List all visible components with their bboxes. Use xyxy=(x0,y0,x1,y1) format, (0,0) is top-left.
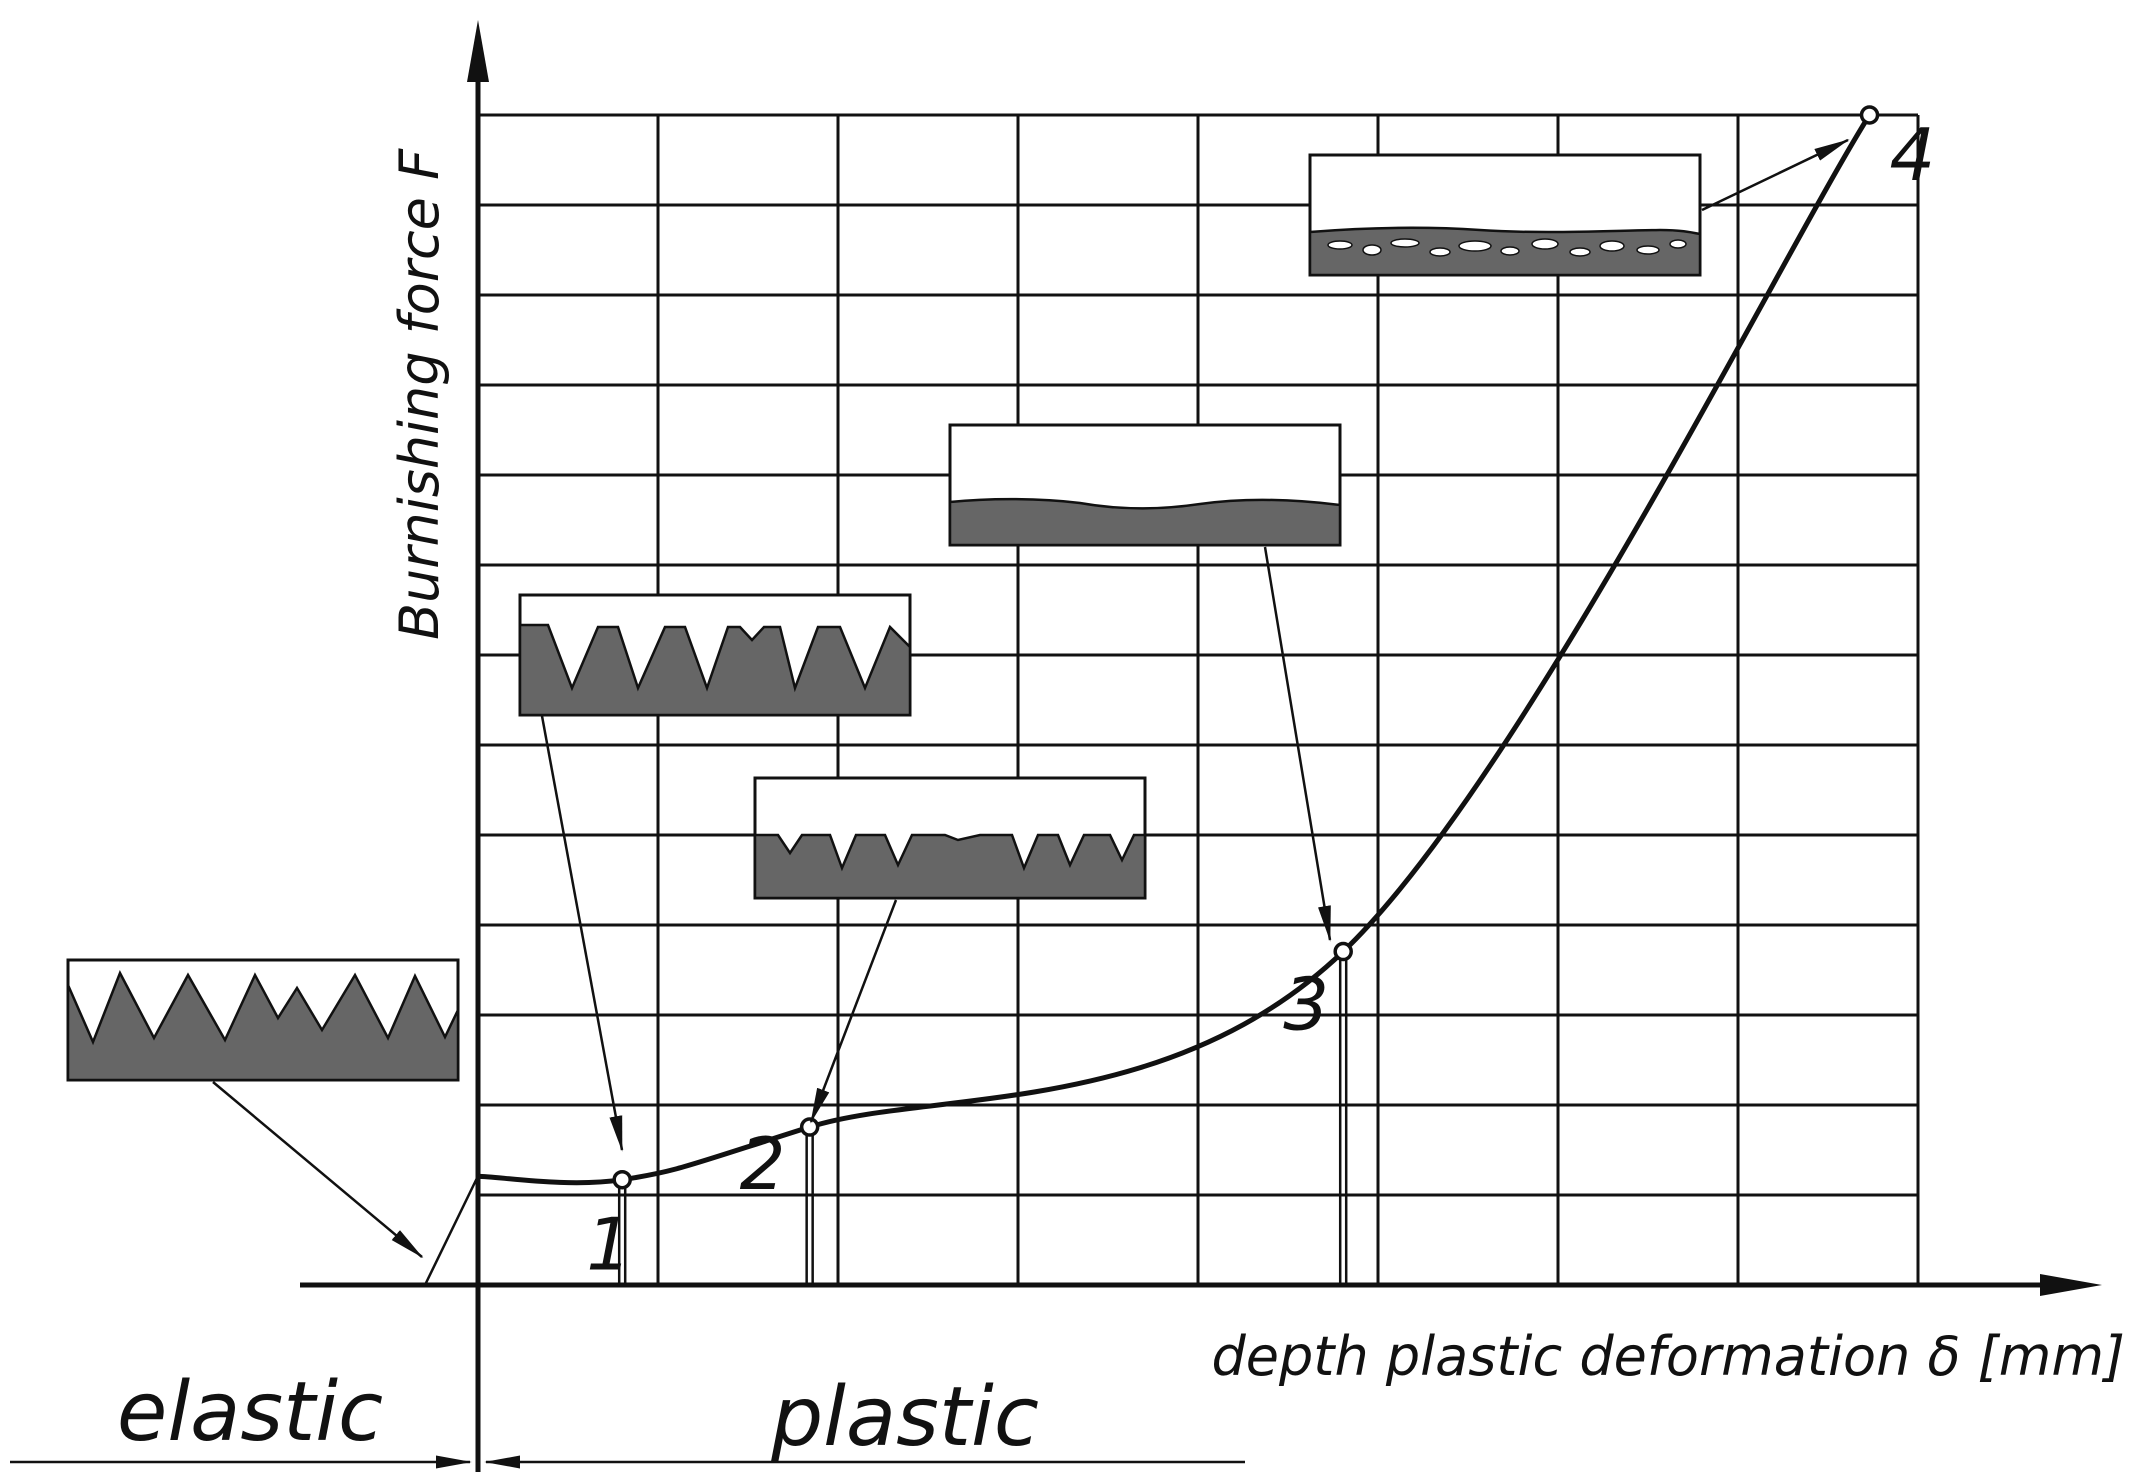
inset-initial-roughness xyxy=(66,958,460,1082)
inset-stage-4 xyxy=(1308,153,1702,277)
points: 1 2 3 4 xyxy=(586,105,1936,1287)
point-3-label: 3 xyxy=(1283,963,1329,1047)
point-3-marker xyxy=(1333,941,1353,962)
y-axis-label: Burnishing force F xyxy=(388,148,451,640)
inset-stage-1 xyxy=(518,593,912,717)
elastic-segment xyxy=(423,1175,480,1286)
x-axis-label: depth plastic deformation δ [mm] xyxy=(1212,1325,2125,1388)
inset-stage-3 xyxy=(948,423,1342,547)
insets xyxy=(66,153,1702,1082)
point-2-marker xyxy=(799,1117,820,1137)
point-1-marker xyxy=(612,1169,632,1190)
inset-leaders xyxy=(212,138,1850,1259)
point-1-label: 1 xyxy=(586,1203,632,1287)
axes xyxy=(300,20,2102,1472)
point-2-label: 2 xyxy=(740,1122,786,1206)
point-4-label: 4 xyxy=(1890,113,1936,197)
x-axis-arrow xyxy=(2040,1274,2102,1296)
point-4-marker xyxy=(1859,105,1880,125)
leader-stage-1 xyxy=(540,715,624,1152)
leader-stage-3 xyxy=(1263,546,1332,942)
leader-stage-2 xyxy=(809,899,898,1124)
inset-stage-2 xyxy=(753,776,1147,900)
point-drop-lines xyxy=(617,951,1348,1285)
regions: elastic plastic xyxy=(10,1365,1245,1469)
plastic-label: plastic xyxy=(770,1370,1039,1465)
leader-initial xyxy=(212,1081,424,1259)
y-axis-arrow xyxy=(467,20,489,82)
leader-stage-4 xyxy=(1701,138,1850,212)
elastic-label: elastic xyxy=(117,1365,383,1460)
